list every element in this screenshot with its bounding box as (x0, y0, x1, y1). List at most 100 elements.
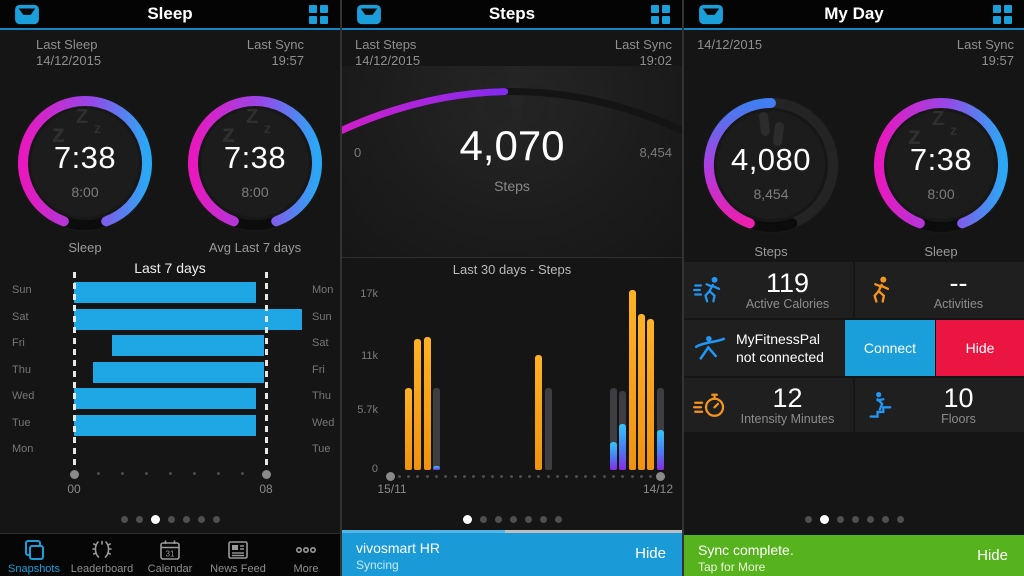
sleep-bar (93, 361, 264, 383)
sleep-goal: 8:00 (71, 184, 99, 200)
axis-dot (528, 475, 532, 478)
tile-floors[interactable]: 10 Floors (855, 378, 1024, 432)
page-dot (524, 515, 532, 523)
axis-dot (416, 475, 420, 478)
screen-myday: My Day 14/12/2015 Last Sync 19:57 (684, 0, 1024, 576)
header-underline (684, 28, 1024, 30)
day-label-right: Sun (312, 310, 332, 323)
page-dot (509, 515, 517, 523)
day-label-left: Tue (12, 416, 31, 429)
nav-item-more[interactable]: More (272, 534, 340, 576)
steps-goal: 8,454 (639, 145, 672, 160)
steps-last30days-chart: Last 30 days - Steps 17k 11k 5.7k 0 15/11 14/… (342, 258, 682, 504)
sleep-value: 7:38 (53, 140, 117, 175)
steps-bar-other (609, 442, 617, 470)
page-title: Sleep (147, 4, 193, 23)
axis-dot (611, 475, 615, 478)
page-dot (479, 515, 487, 523)
myday-header: My Day (684, 0, 1024, 28)
day-label-right: Sat (312, 337, 329, 349)
calendar-icon: 31 (160, 540, 180, 560)
tile-activities[interactable]: -- Activities (855, 262, 1024, 318)
last-sync-meta: Last Sync 19:02 (614, 37, 672, 68)
hide-banner-button[interactable]: Hide (635, 545, 666, 562)
sleep-bar (112, 335, 264, 356)
day-label-left: Wed (12, 390, 35, 402)
axis-dot (584, 475, 588, 478)
nav-item-newsfeed[interactable]: News Feed (204, 534, 272, 576)
device-icon[interactable] (14, 3, 40, 30)
nav-item-snapshots[interactable]: Snapshots (0, 534, 68, 576)
page-dot (819, 514, 829, 524)
axis-dot (120, 472, 124, 475)
x-tick: 14/12 (642, 482, 674, 496)
myday-steps-value: 4,080 (730, 142, 812, 177)
last-sync-meta: Last Sync 19:57 (956, 37, 1014, 68)
nav-item-calendar[interactable]: 31 Calendar (136, 534, 204, 576)
axis-dot (593, 475, 597, 478)
device-icon[interactable] (356, 3, 382, 30)
page-indicator[interactable] (342, 514, 682, 524)
nav-item-leaderboard[interactable]: Leaderboard (68, 534, 136, 576)
axis-dot (444, 475, 448, 478)
banner-title: Sync complete. (698, 542, 794, 558)
intensity-minutes-value: 12 (772, 383, 803, 413)
gauge-caption: Avg Last 7 days (208, 240, 302, 255)
sync-complete-banner[interactable]: Sync complete. Tap for More Hide (684, 535, 1024, 576)
device-icon[interactable] (698, 3, 724, 30)
steps-bar-other (619, 423, 627, 470)
steps-bar-steps (535, 354, 543, 470)
hide-banner-button[interactable]: Hide (977, 547, 1008, 564)
steps-gauge[interactable]: 0 8,454 4,070 Steps (342, 64, 682, 258)
connect-button[interactable]: Connect (845, 320, 935, 376)
sleep-bar (74, 414, 257, 436)
page-indicator[interactable] (0, 514, 340, 524)
sleep-bar (74, 282, 257, 303)
activities-value: -- (949, 268, 968, 298)
grid-menu-icon[interactable] (309, 5, 328, 29)
grid-menu-icon[interactable] (993, 5, 1012, 29)
axis-dot (216, 472, 220, 475)
page-indicator[interactable] (684, 514, 1024, 524)
hide-myfitnesspal-button[interactable]: Hide (936, 320, 1024, 376)
myday-sleep-value: 7:38 (909, 142, 973, 177)
steps-bar-steps (423, 337, 431, 470)
axis-dot (639, 475, 643, 478)
tile-myfitnesspal[interactable]: MyFitnessPal not connected (684, 320, 844, 376)
axis-dot (574, 475, 578, 478)
banner-subtitle: Tap for More (698, 560, 766, 574)
day-label-right: Mon (312, 284, 334, 296)
steps-bar-steps (405, 387, 413, 470)
y-tick: 0 (371, 463, 378, 475)
y-tick: 17k (360, 288, 378, 300)
page-dot (866, 515, 874, 523)
x-tick: 00 (67, 481, 81, 496)
axis-dot (546, 475, 550, 478)
screen-steps: Steps Last Steps 14/12/2015 Last Sync 19:0… (342, 0, 682, 576)
page-dot (539, 515, 547, 523)
steps-ring-gauge[interactable]: 4,080 8,454 (696, 90, 846, 240)
snapshots-icon (25, 540, 44, 560)
leaderboard-icon (92, 540, 112, 558)
activities-caption: Activities (933, 297, 984, 311)
axis-dot (168, 472, 172, 475)
day-label-left: Thu (12, 363, 31, 376)
page-title: My Day (824, 4, 884, 23)
grid-menu-icon[interactable] (651, 5, 670, 29)
avg-sleep-goal: 8:00 (241, 184, 269, 200)
day-label-left: Fri (12, 337, 25, 349)
page-dot (836, 515, 844, 523)
page-dot (494, 515, 502, 523)
axis-dot (509, 475, 513, 478)
tile-intensity-minutes[interactable]: 12 Intensity Minutes (684, 378, 853, 432)
axis-dot (481, 475, 485, 478)
page-dot (804, 515, 812, 523)
syncing-banner[interactable]: vivosmart HR Syncing Hide (342, 533, 682, 576)
axis-end-dot (70, 469, 79, 479)
tile-active-calories[interactable]: 119 Active Calories (684, 262, 853, 318)
